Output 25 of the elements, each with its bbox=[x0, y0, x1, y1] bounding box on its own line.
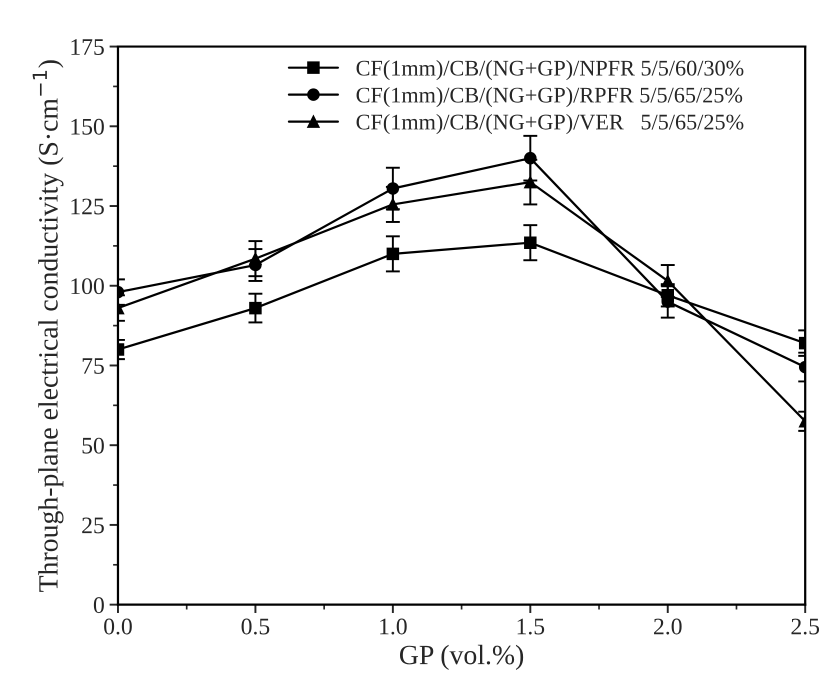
point bbox=[524, 152, 537, 164]
point bbox=[386, 182, 400, 195]
y-tick-label: 25 bbox=[82, 517, 104, 534]
x-tick-label: 1.0 bbox=[380, 618, 407, 635]
y-tick-label: 75 bbox=[82, 358, 104, 374]
x-tick-label: 0.5 bbox=[242, 618, 270, 635]
x-tick-label: 2.5 bbox=[791, 618, 820, 635]
y-tick-label: 125 bbox=[71, 198, 104, 214]
x-tick-label: 0.0 bbox=[104, 618, 132, 635]
y-tick-label: 175 bbox=[71, 39, 104, 55]
point bbox=[386, 198, 400, 211]
y-axis-title: Through-plane electrical conductivity (S·cm$^{−1}$) bbox=[32, 60, 64, 592]
y-tick-label: 0 bbox=[94, 597, 104, 614]
point bbox=[524, 236, 537, 249]
x-axis-title: GP (vol.%) bbox=[400, 644, 524, 670]
y-tick-label: 150 bbox=[71, 118, 104, 135]
y-tick-label: 50 bbox=[82, 438, 104, 454]
x-tick-label: 1.5 bbox=[518, 618, 544, 635]
legend-label: CF(1mm)/CB/(NG+GP)/NPFR 5/5/60/30% bbox=[356, 60, 744, 80]
legend-label: CF(1mm)/CB/(NG+GP)/VER 5/5/65/25% bbox=[356, 114, 744, 134]
x-tick-label: 2.0 bbox=[654, 618, 682, 635]
point bbox=[524, 176, 537, 188]
y-tick-label: 100 bbox=[71, 278, 104, 294]
point bbox=[386, 248, 400, 260]
legend-label: CF(1mm)/CB/(NG+GP)/RPFR 5/5/65/25% bbox=[356, 86, 742, 108]
